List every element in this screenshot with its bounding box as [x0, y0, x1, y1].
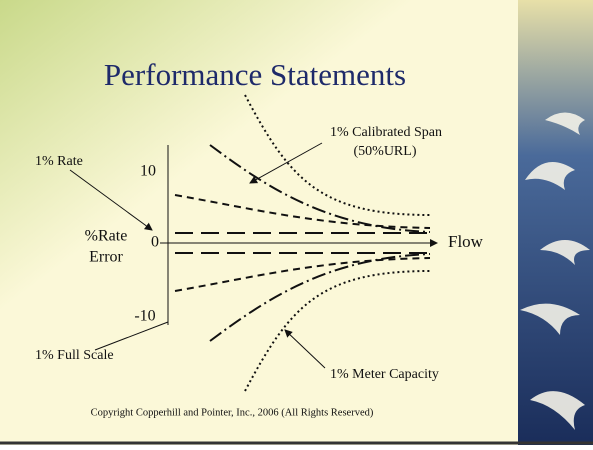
- wave-strip: [518, 0, 593, 445]
- wave-foam: [520, 112, 590, 430]
- callout: (50%URL): [354, 144, 417, 159]
- curves: [174, 94, 431, 392]
- callout-arrows: [69, 142, 326, 369]
- tick-label: 0: [151, 234, 159, 251]
- tick-label: -10: [134, 308, 155, 325]
- callout: 1% Calibrated Span: [330, 125, 442, 140]
- callout: 1% Rate: [35, 154, 83, 169]
- x-label: Flow: [448, 232, 484, 251]
- y-label: Error: [89, 249, 123, 266]
- tick-label: 10: [140, 163, 156, 180]
- title: Performance Statements: [104, 57, 406, 92]
- callout: 1% Full Scale: [35, 348, 114, 363]
- y-label: %Rate: [85, 228, 128, 245]
- footer: Copyright Copperhill and Pointer, Inc., …: [91, 407, 374, 418]
- callout: 1% Meter Capacity: [330, 367, 439, 382]
